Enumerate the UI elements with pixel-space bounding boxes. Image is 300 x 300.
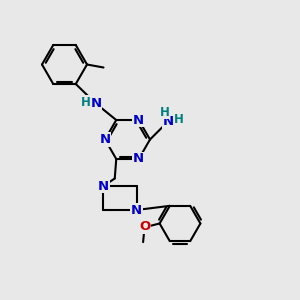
Text: N: N: [133, 113, 144, 127]
Text: H: H: [81, 95, 91, 109]
Text: N: N: [133, 152, 144, 166]
Text: N: N: [90, 97, 101, 110]
Text: N: N: [98, 179, 109, 193]
Text: H: H: [160, 106, 170, 119]
Text: N: N: [162, 115, 174, 128]
Text: N: N: [131, 203, 142, 217]
Text: H: H: [174, 112, 183, 126]
Text: O: O: [139, 220, 150, 233]
Text: N: N: [99, 133, 111, 146]
